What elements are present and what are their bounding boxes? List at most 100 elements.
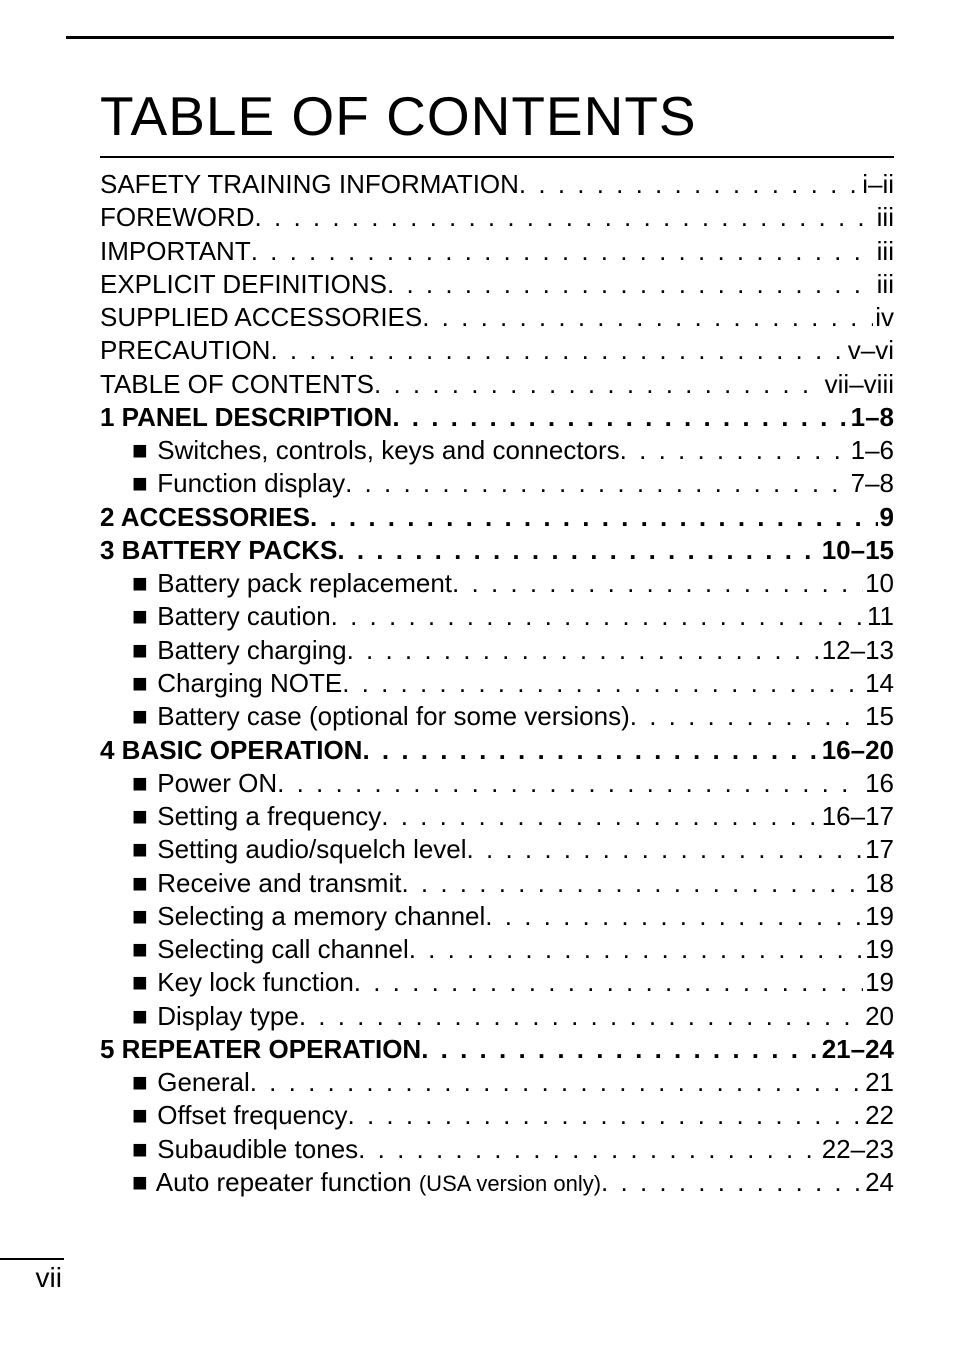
toc-row: ■ Subaudible tones 22–23 (100, 1133, 894, 1166)
toc-label: ■ Battery pack replacement (132, 567, 452, 600)
toc-page-number: vii–viii (823, 368, 894, 401)
toc-page-number: 19 (863, 966, 894, 999)
toc-page-number: 22–23 (820, 1133, 894, 1166)
toc-row: EXPLICIT DEFINITIONS iii (100, 268, 894, 301)
toc-page-number: iv (873, 301, 894, 334)
square-bullet-icon: ■ (132, 1066, 150, 1099)
toc-row: ■ Battery pack replacement 10 (100, 567, 894, 600)
toc-leader-dots (392, 401, 848, 434)
toc-row: ■ General 21 (100, 1066, 894, 1099)
toc-page-number: 20 (863, 1000, 894, 1033)
toc-label: PRECAUTION (100, 334, 270, 367)
toc-row: ■ Display type 20 (100, 1000, 894, 1033)
toc-page-number: 19 (863, 900, 894, 933)
toc-leader-dots (354, 966, 863, 999)
toc-label: ■ Setting audio/squelch level (132, 833, 467, 866)
toc-label: ■ Selecting call channel (132, 933, 409, 966)
toc-note: (USA version only) (419, 1171, 601, 1196)
toc-row: FOREWORD iii (100, 201, 894, 234)
toc-page-number: v–vi (846, 334, 894, 367)
toc-row: ■ Setting a frequency 16–17 (100, 800, 894, 833)
toc-page-number: 24 (863, 1166, 894, 1199)
toc-leader-dots (381, 800, 819, 833)
toc-label: 3 BATTERY PACKS (100, 534, 337, 567)
toc-row: ■ Receive and transmit 18 (100, 867, 894, 900)
toc-row: ■ Charging NOTE 14 (100, 667, 894, 700)
toc-label: ■ Receive and transmit (132, 867, 401, 900)
square-bullet-icon: ■ (132, 434, 150, 467)
square-bullet-icon: ■ (132, 1099, 150, 1132)
toc-row: ■ Power ON 16 (100, 767, 894, 800)
toc-leader-dots (452, 567, 863, 600)
toc-leader-dots (601, 1166, 863, 1199)
toc-page-number: 11 (865, 600, 894, 633)
toc-row: ■ Switches, controls, keys and connector… (100, 434, 894, 467)
toc-page-number: 1–6 (849, 434, 894, 467)
toc-page-number: 10–15 (820, 534, 894, 567)
toc-label: ■ Key lock function (132, 966, 354, 999)
toc-leader-dots (347, 634, 820, 667)
square-bullet-icon: ■ (132, 467, 150, 500)
toc-page-number: 12–13 (820, 634, 894, 667)
toc-leader-dots (331, 600, 865, 633)
toc-page-number: 14 (863, 667, 894, 700)
toc-leader-dots (251, 235, 875, 268)
toc-label: 2 ACCESSORIES (100, 501, 310, 534)
toc-page-number: 10 (863, 567, 894, 600)
toc-leader-dots (342, 667, 863, 700)
toc-row: ■ Battery charging 12–13 (100, 634, 894, 667)
toc-leader-dots (485, 900, 863, 933)
toc-leader-dots (277, 767, 863, 800)
toc-label: 1 PANEL DESCRIPTION (100, 401, 392, 434)
table-of-contents: SAFETY TRAINING INFORMATION i–iiFOREWORD… (100, 168, 894, 1199)
square-bullet-icon: ■ (132, 634, 150, 667)
toc-page-number: iii (875, 268, 894, 301)
toc-leader-dots (358, 1133, 820, 1166)
toc-row: SAFETY TRAINING INFORMATION i–ii (100, 168, 894, 201)
toc-page-number: 15 (863, 700, 894, 733)
toc-leader-dots (387, 268, 875, 301)
toc-label: ■ Battery charging (132, 634, 347, 667)
title-block: TABLE OF CONTENTS (100, 84, 894, 158)
toc-leader-dots (255, 201, 875, 234)
toc-label: 5 REPEATER OPERATION (100, 1033, 421, 1066)
toc-label: ■ General (132, 1066, 250, 1099)
square-bullet-icon: ■ (132, 600, 150, 633)
toc-leader-dots (348, 1099, 864, 1132)
title-underline-rule (100, 156, 894, 158)
toc-row: TABLE OF CONTENTS vii–viii (100, 368, 894, 401)
toc-label: EXPLICIT DEFINITIONS (100, 268, 387, 301)
toc-page-number: 16 (863, 767, 894, 800)
toc-leader-dots (345, 467, 849, 500)
toc-leader-dots (401, 867, 863, 900)
toc-page-number: 7–8 (849, 467, 894, 500)
toc-label: FOREWORD (100, 201, 255, 234)
toc-row: ■ Battery caution 11 (100, 600, 894, 633)
square-bullet-icon: ■ (132, 833, 150, 866)
square-bullet-icon: ■ (132, 933, 150, 966)
toc-leader-dots (409, 933, 863, 966)
toc-leader-dots (467, 833, 864, 866)
page-number-block: vii (0, 1258, 64, 1294)
toc-label: ■ Battery caution (132, 600, 331, 633)
toc-row: ■ Key lock function 19 (100, 966, 894, 999)
toc-leader-dots (630, 700, 863, 733)
toc-label: IMPORTANT (100, 235, 251, 268)
toc-leader-dots (519, 168, 860, 201)
toc-label: ■ Offset frequency (132, 1099, 348, 1132)
toc-label: ■ Selecting a memory channel (132, 900, 485, 933)
toc-leader-dots (362, 734, 819, 767)
toc-row: ■ Auto repeater function (USA version on… (100, 1166, 894, 1199)
toc-page-number: 18 (863, 867, 894, 900)
toc-label: ■ Switches, controls, keys and connector… (132, 434, 620, 467)
toc-page-number: 9 (878, 501, 894, 534)
square-bullet-icon: ■ (132, 900, 150, 933)
page-title: TABLE OF CONTENTS (100, 84, 894, 148)
toc-label: 4 BASIC OPERATION (100, 734, 362, 767)
toc-label: ■ Auto repeater function (USA version on… (132, 1166, 601, 1199)
toc-page-number: 19 (863, 933, 894, 966)
toc-label: ■ Power ON (132, 767, 277, 800)
toc-page-number: i–ii (860, 168, 894, 201)
toc-row: 2 ACCESSORIES 9 (100, 501, 894, 534)
square-bullet-icon: ■ (132, 1166, 150, 1199)
